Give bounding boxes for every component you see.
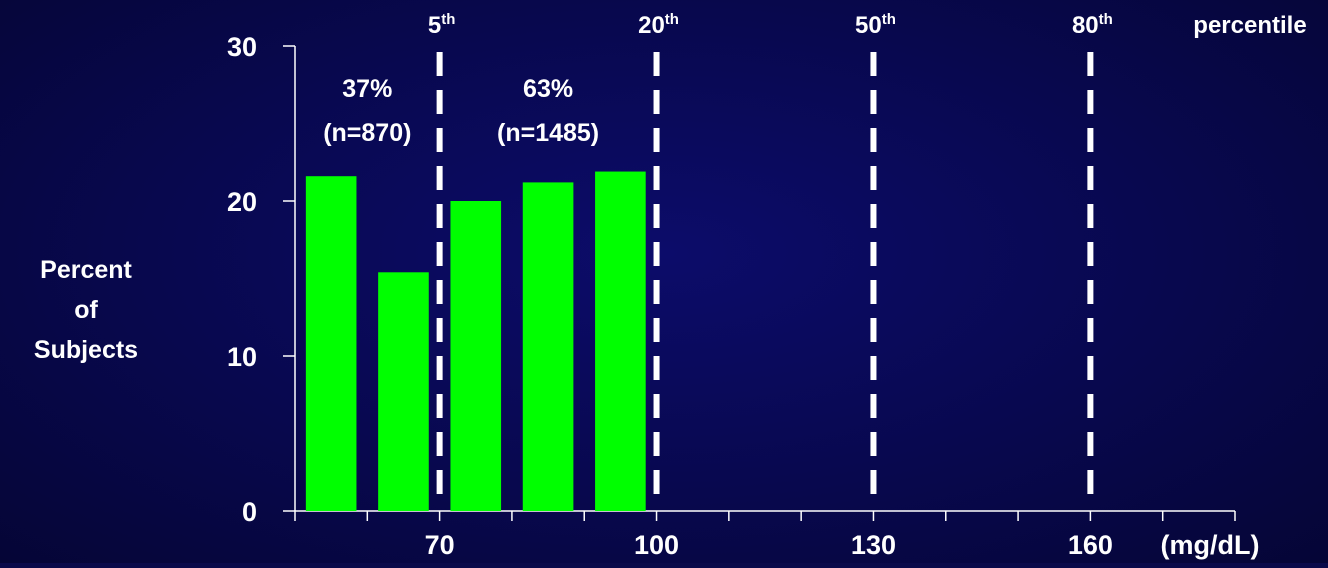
percentile-suffix: th [882,11,896,28]
y-axis: 0 10 20 30 [227,32,296,527]
annotation-line: (n=870) [323,119,411,147]
bar-60-65 [305,176,357,511]
bar-80-85 [595,171,646,512]
y-tick-label: 10 [227,342,257,372]
x-axis-unit: (mg/dL) [1161,530,1260,560]
annotation-line: 63% [523,75,573,103]
percentile-caption: percentile [1193,12,1306,39]
percentile-suffix: th [441,11,455,28]
bars [305,171,646,512]
y-axis-label-line: of [74,296,98,324]
y-axis-label-line: Subjects [34,336,138,364]
percentile-suffix: th [665,11,679,28]
percentile-label: 20th [638,11,679,39]
y-tick-label: 0 [242,497,257,527]
y-tick-label: 30 [227,32,257,62]
x-axis: 70 100 130 160 (mg/dL) [294,510,1260,560]
annotation-line: (n=1485) [497,119,599,147]
bar-75-80 [522,182,574,511]
annotation-line: 37% [342,75,392,103]
y-tick-label: 20 [227,187,257,217]
percentile-suffix: th [1099,11,1113,28]
percentile-label: 80th [1072,11,1113,39]
percentile-value: 5 [428,12,441,39]
x-tick-label: 70 [425,530,455,560]
percentile-lines: 5th 20th 50th 80th percentile [428,11,1307,500]
percentile-value: 20 [638,12,665,39]
y-axis-label-line: Percent [40,256,132,284]
annotations: 37% (n=870) 63% (n=1485) [323,75,599,147]
percentile-value: 80 [1072,12,1099,39]
x-tick-label: 130 [851,530,896,560]
percentile-value: 50 [855,12,882,39]
x-tick-label: 160 [1068,530,1113,560]
y-axis-label: Percent of Subjects [34,256,138,364]
x-tick-label: 100 [634,530,679,560]
bar-65-70 [378,272,429,511]
percentile-label: 5th [428,11,456,39]
bar-70-75 [450,201,502,511]
percentile-label: 50th [855,11,896,39]
